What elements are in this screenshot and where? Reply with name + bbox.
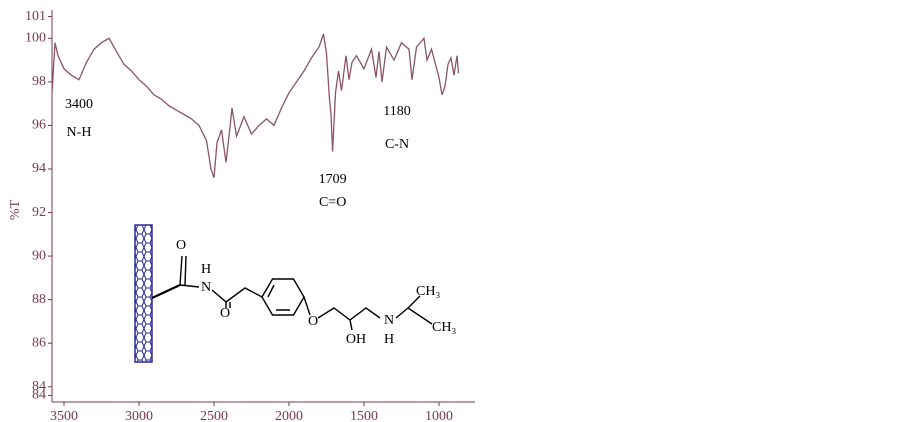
ring	[261, 278, 305, 316]
annotation: 1709	[319, 172, 347, 187]
atom-label: O	[176, 238, 186, 253]
y-axis-label: %T	[8, 199, 23, 220]
x-tick-label: 3000	[125, 409, 153, 422]
atom-label: OH	[346, 332, 366, 347]
y-tick-label: 94	[32, 161, 46, 176]
y-tick-label: 88	[32, 292, 46, 307]
annotation: 3400	[65, 97, 93, 112]
y-tick-label: 92	[32, 205, 46, 220]
x-tick-label: 2500	[200, 409, 228, 422]
bond	[179, 255, 433, 331]
atom-label: O	[220, 306, 230, 321]
annotation: C=O	[319, 195, 346, 210]
y-tick-label: 96	[32, 118, 46, 133]
y-tick-label: 101	[25, 9, 46, 24]
y-tick-label: 84	[32, 379, 46, 394]
structure: O H N O O OH N H CH₃ CH₃	[134, 224, 456, 363]
x-tick-label: 3500	[50, 409, 78, 422]
bond	[267, 284, 290, 311]
atom-label: H	[384, 332, 394, 347]
atom-label: N	[201, 280, 211, 295]
annotation: 1180	[383, 104, 410, 119]
x-tick-label: 2000	[275, 409, 303, 422]
x-tick-label: 1000	[425, 409, 453, 422]
y-tick-label: 100	[25, 31, 46, 46]
atom-label: CH₃	[432, 320, 456, 335]
atom-label: O	[308, 314, 318, 329]
annotation: N-H	[67, 125, 92, 140]
y-tick-label: 90	[32, 248, 46, 263]
y-tick-label: 98	[32, 74, 46, 89]
annotation: C-N	[385, 137, 409, 152]
y-tick-label: 86	[32, 335, 46, 350]
atom-label: N	[384, 313, 394, 328]
nanotube	[134, 224, 153, 363]
y-tick-label: 84	[32, 388, 46, 403]
bond	[151, 284, 181, 299]
atom-label: H	[201, 262, 211, 277]
spectrum-line	[51, 33, 460, 178]
atom-label: CH₃	[416, 284, 440, 299]
x-tick-label: 1500	[350, 409, 378, 422]
